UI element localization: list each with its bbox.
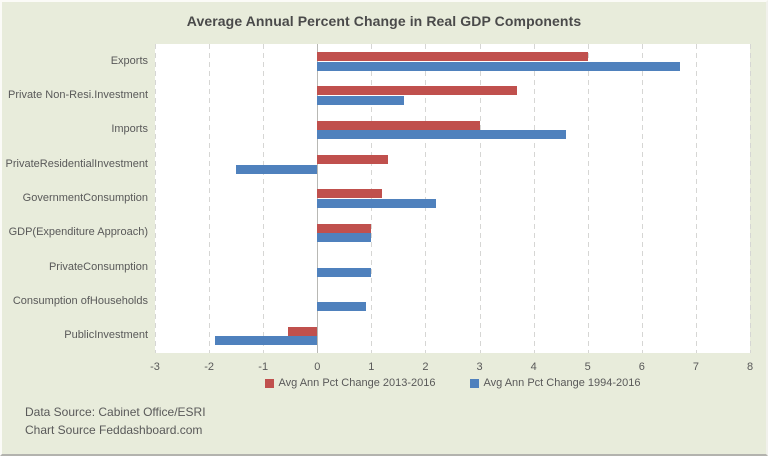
x-tick-label: -3	[150, 361, 160, 373]
bar-series-1	[317, 95, 404, 105]
legend-label: Avg Ann Pct Change 1994-2016	[483, 377, 641, 389]
legend-item-1994-2016: Avg Ann Pct Change 1994-2016	[469, 377, 641, 389]
gridline	[641, 44, 643, 353]
gridline	[263, 44, 265, 353]
legend-item-2013-2016: Avg Ann Pct Change 2013-2016	[264, 377, 436, 389]
chart-title: Average Annual Percent Change in Real GD…	[186, 13, 582, 29]
bar-series-1	[317, 198, 437, 208]
bar-series-1	[317, 267, 372, 277]
x-tick-label: 0	[314, 361, 321, 373]
bar-series-0	[317, 52, 588, 61]
chart-source-note: Chart Source Feddashboard.com	[25, 423, 203, 437]
gridline	[750, 44, 751, 353]
source-notes: Data Source: Cabinet Office/ESRI Chart S…	[25, 403, 206, 439]
x-tick-label: -2	[204, 361, 214, 373]
legend: Avg Ann Pct Change 2013-2016 Avg Ann Pct…	[155, 377, 750, 389]
gridline	[695, 44, 697, 353]
bar-series-0	[317, 189, 383, 199]
bar-series-1	[317, 301, 366, 311]
bar-series-1	[317, 130, 567, 140]
category-label: PublicInvestment	[64, 329, 148, 342]
bar-series-0	[317, 86, 518, 96]
gridline	[587, 44, 589, 353]
bar-series-1	[214, 336, 318, 346]
data-source-note: Data Source: Cabinet Office/ESRI	[25, 405, 206, 419]
gridline	[533, 44, 535, 353]
bar-series-1	[236, 164, 318, 174]
x-axis: -3 -2 -1 0 1 2 3 4 5 6 7 8	[2, 361, 766, 375]
bar-series-0	[287, 326, 318, 336]
bar-series-0	[317, 120, 480, 130]
red-swatch-icon	[264, 378, 274, 388]
category-label: Private Non-Resi.Investment	[8, 89, 148, 101]
blue-swatch-icon	[469, 378, 479, 388]
gridline	[209, 44, 211, 353]
category-label: GDP(Expenditure Approach)	[8, 226, 148, 239]
plot-area	[155, 44, 751, 353]
category-label: GovernmentConsumption	[22, 192, 148, 204]
x-tick-label: 8	[746, 361, 754, 373]
x-tick-label: 6	[638, 361, 645, 373]
category-label: Consumption ofHouseholds	[12, 295, 148, 307]
x-tick-label: 5	[584, 361, 591, 373]
x-tick-label: 4	[530, 361, 537, 373]
x-tick-label: 7	[692, 361, 699, 373]
gridline	[155, 44, 156, 353]
x-tick-label: -1	[258, 361, 269, 373]
x-tick-label: 3	[476, 361, 483, 373]
category-label: PrivateResidentialInvestment	[5, 157, 148, 170]
x-tick-label: 1	[368, 361, 375, 373]
bar-series-0	[317, 223, 372, 233]
legend-label: Avg Ann Pct Change 2013-2016	[278, 377, 436, 389]
gridline	[371, 44, 373, 353]
zero-axis-line	[317, 44, 319, 353]
gridline	[479, 44, 481, 353]
bar-series-1	[317, 61, 680, 71]
category-label: Exports	[110, 54, 148, 67]
bar-series-1	[317, 233, 372, 243]
x-tick-label: 2	[422, 361, 429, 373]
category-label: PrivateConsumption	[48, 260, 148, 273]
bar-series-0	[317, 155, 388, 164]
category-label: Imports	[111, 123, 148, 136]
y-axis: Exports Private Non-Resi.Investment Import…	[2, 44, 148, 353]
gridline	[425, 44, 427, 353]
